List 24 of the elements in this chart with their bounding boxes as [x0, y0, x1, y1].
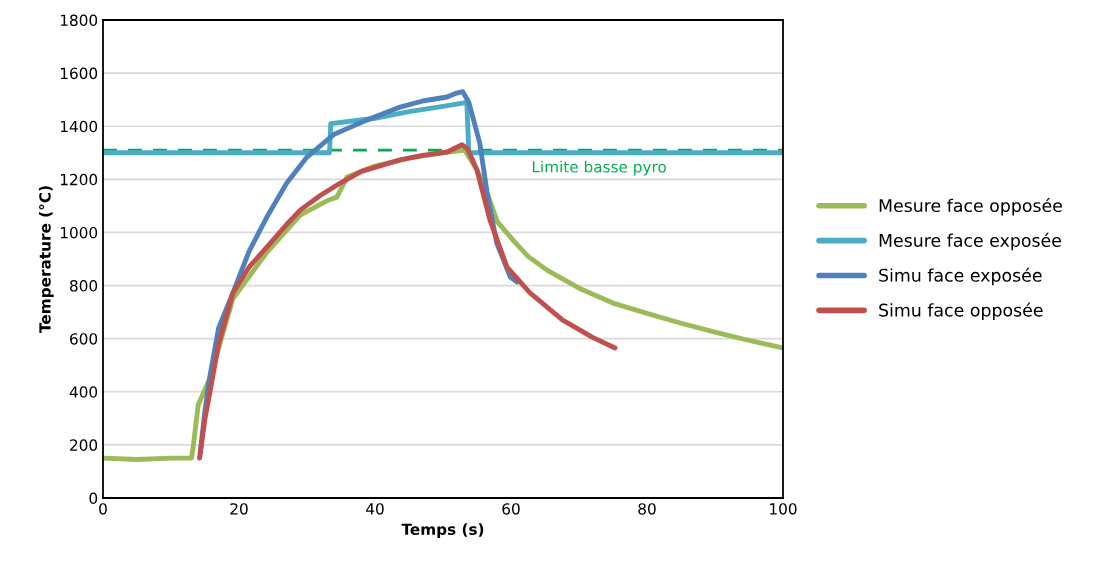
- legend-label: Mesure face opposée: [879, 197, 1062, 216]
- y-tick-label: 800: [70, 280, 98, 292]
- ref-line-label: Limite basse pyro: [532, 160, 666, 176]
- x-tick-label: 80: [638, 503, 656, 515]
- line-series: [103, 99, 783, 156]
- x-tick-label: 40: [366, 503, 384, 515]
- y-tick-label: 1200: [60, 173, 98, 186]
- legend-label: Simu face opposée: [879, 302, 1043, 321]
- y-tick-label: 1400: [60, 120, 98, 133]
- y-tick-label: 1600: [60, 67, 98, 80]
- y-tick-label: 0: [89, 492, 98, 505]
- x-tick-label: 60: [502, 503, 520, 515]
- legend-label: Simu face exposée: [879, 267, 1042, 286]
- x-tick-label: 100: [770, 503, 797, 515]
- y-tick-label: 600: [70, 333, 98, 345]
- y-tick-label: 1800: [60, 14, 98, 27]
- x-tick-label: 0: [99, 503, 107, 515]
- y-tick-label: 400: [69, 386, 98, 398]
- y-tick-label: 1000: [60, 226, 98, 239]
- y-tick-label: 200: [70, 439, 98, 451]
- x-axis-title: Temps (s): [401, 523, 484, 538]
- x-tick-label: 20: [230, 503, 248, 515]
- y-axis-title: Temperature (°C): [38, 186, 54, 333]
- legend-label: Mesure face exposée: [879, 232, 1061, 251]
